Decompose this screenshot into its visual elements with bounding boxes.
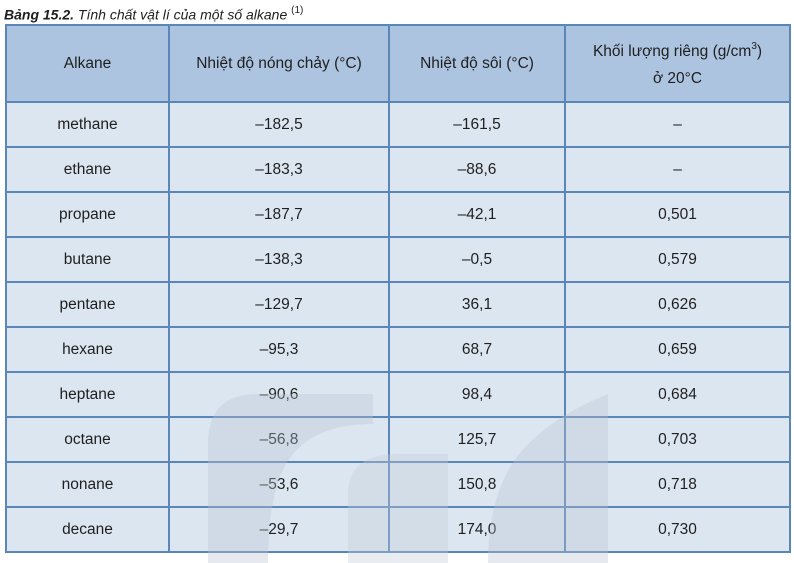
cell-density: 0,501 <box>564 191 791 238</box>
cell-melting-point: –187,7 <box>168 191 390 238</box>
cell-boiling-point: –42,1 <box>388 191 566 238</box>
table-row: hexane –95,3 68,7 0,659 <box>5 326 791 373</box>
cell-melting-point: –182,5 <box>168 101 390 148</box>
caption-label: Bảng 15.2. <box>4 6 75 23</box>
cell-density: 0,730 <box>564 506 791 553</box>
cell-melting-point: –53,6 <box>168 461 390 508</box>
cell-boiling-point: 125,7 <box>388 416 566 463</box>
cell-alkane: octane <box>5 416 170 463</box>
cell-density: – <box>564 101 791 148</box>
cell-alkane: butane <box>5 236 170 283</box>
cell-boiling-point: 174,0 <box>388 506 566 553</box>
cell-alkane: nonane <box>5 461 170 508</box>
cell-alkane: hexane <box>5 326 170 373</box>
alkane-properties-table: Alkane Nhiệt độ nóng chảy (°C) Nhiệt độ … <box>5 24 791 553</box>
cell-alkane: propane <box>5 191 170 238</box>
alkane-properties-table-wrapper: Alkane Nhiệt độ nóng chảy (°C) Nhiệt độ … <box>5 24 791 553</box>
cell-alkane: decane <box>5 506 170 553</box>
cell-alkane: methane <box>5 101 170 148</box>
cell-melting-point: –183,3 <box>168 146 390 193</box>
table-row: nonane –53,6 150,8 0,718 <box>5 461 791 508</box>
header-density: Khối lượng riêng (g/cm3) ở 20°C <box>564 24 791 103</box>
cell-boiling-point: –0,5 <box>388 236 566 283</box>
cell-alkane: pentane <box>5 281 170 328</box>
table-row: propane –187,7 –42,1 0,501 <box>5 191 791 238</box>
table-row: octane –56,8 125,7 0,703 <box>5 416 791 463</box>
cell-alkane: heptane <box>5 371 170 418</box>
cell-alkane: ethane <box>5 146 170 193</box>
cell-density: 0,579 <box>564 236 791 283</box>
cell-boiling-point: –161,5 <box>388 101 566 148</box>
table-row: methane –182,5 –161,5 – <box>5 101 791 148</box>
header-melting-point: Nhiệt độ nóng chảy (°C) <box>168 24 390 103</box>
cell-boiling-point: 150,8 <box>388 461 566 508</box>
cell-density: 0,659 <box>564 326 791 373</box>
table-caption: Bảng 15.2. Tính chất vật lí của một số a… <box>4 2 304 23</box>
cell-melting-point: –56,8 <box>168 416 390 463</box>
caption-text: Tính chất vật lí của một số alkane <box>74 6 292 23</box>
cell-melting-point: –95,3 <box>168 326 390 373</box>
cell-boiling-point: –88,6 <box>388 146 566 193</box>
cell-melting-point: –138,3 <box>168 236 390 283</box>
header-density-close: ) <box>756 43 763 61</box>
cell-density: 0,718 <box>564 461 791 508</box>
cell-boiling-point: 36,1 <box>388 281 566 328</box>
cell-boiling-point: 98,4 <box>388 371 566 418</box>
header-row: Alkane Nhiệt độ nóng chảy (°C) Nhiệt độ … <box>5 24 791 103</box>
header-density-superscript: 3 <box>751 41 757 53</box>
header-density-line2: ở 20°C <box>652 69 703 87</box>
header-density-line1: Khối lượng riêng (g/cm <box>592 43 752 61</box>
header-alkane: Alkane <box>5 24 170 103</box>
table-row: pentane –129,7 36,1 0,626 <box>5 281 791 328</box>
table-row: decane –29,7 174,0 0,730 <box>5 506 791 553</box>
cell-melting-point: –90,6 <box>168 371 390 418</box>
table-row: ethane –183,3 –88,6 – <box>5 146 791 193</box>
cell-density: 0,626 <box>564 281 791 328</box>
table-row: butane –138,3 –0,5 0,579 <box>5 236 791 283</box>
cell-density: – <box>564 146 791 193</box>
cell-density: 0,684 <box>564 371 791 418</box>
cell-density: 0,703 <box>564 416 791 463</box>
cell-melting-point: –29,7 <box>168 506 390 553</box>
header-boiling-point: Nhiệt độ sôi (°C) <box>388 24 566 103</box>
caption-footnote-mark: (1) <box>291 5 304 16</box>
table-row: heptane –90,6 98,4 0,684 <box>5 371 791 418</box>
cell-melting-point: –129,7 <box>168 281 390 328</box>
cell-boiling-point: 68,7 <box>388 326 566 373</box>
